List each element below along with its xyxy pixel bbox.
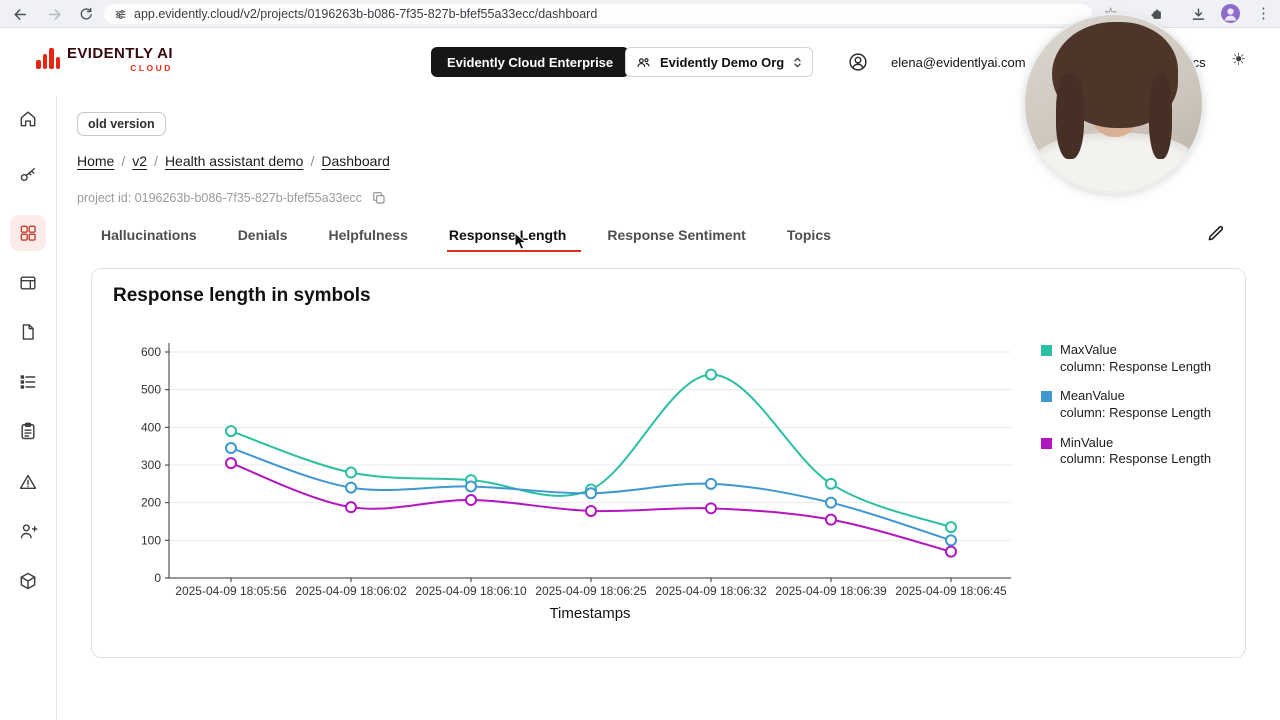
line-chart[interactable]: 0 100 200 300 400 500 600 2025-04-09 18:05:56 20…: [112, 329, 1032, 629]
sidebar-item-home[interactable]: [10, 101, 46, 137]
breadcrumb-v2[interactable]: v2: [132, 153, 148, 169]
webcam-person-hair: [1056, 73, 1084, 159]
sidebar-item-document[interactable]: [10, 314, 46, 350]
legend-label: MinValue column: Response Length: [1060, 434, 1212, 467]
svg-text:2025-04-09 18:06:32: 2025-04-09 18:06:32: [655, 584, 767, 598]
copy-icon[interactable]: [371, 189, 388, 206]
svg-text:Timestamps: Timestamps: [549, 605, 630, 622]
mouse-cursor-icon: [514, 232, 528, 252]
webcam-person-body: [1030, 133, 1197, 192]
legend-swatch: [1041, 391, 1052, 403]
svg-text:400: 400: [141, 420, 161, 434]
svg-text:500: 500: [141, 383, 161, 397]
theme-toggle-icon[interactable]: ☀: [1231, 50, 1247, 69]
breadcrumb-separator: /: [121, 153, 126, 169]
tab-hallucinations[interactable]: Hallucinations: [99, 218, 199, 252]
document-icon: [22, 324, 34, 340]
url-text[interactable]: app.evidently.cloud/v2/projects/0196263b…: [134, 7, 598, 21]
sidebar-item-alerts[interactable]: [10, 464, 46, 500]
svg-text:200: 200: [141, 496, 161, 510]
svg-text:300: 300: [141, 458, 161, 472]
logo-bars-icon: [36, 47, 60, 73]
project-id-text: project id: 0196263b-b086-7f35-827b-bfef…: [77, 190, 362, 205]
legend-label: MeanValue column: Response Length: [1060, 388, 1212, 420]
extensions-icon[interactable]: [1146, 4, 1166, 24]
legend-swatch: [1041, 345, 1052, 356]
tab-helpfulness[interactable]: Helpfulness: [327, 218, 410, 252]
tab-response-sentiment[interactable]: Response Sentiment: [605, 218, 747, 252]
download-icon[interactable]: [1188, 4, 1208, 24]
clipboard-icon: [21, 422, 35, 440]
browser-profile-avatar[interactable]: [1221, 4, 1240, 23]
enterprise-badge-button[interactable]: Evidently Cloud Enterprise: [431, 47, 630, 77]
breadcrumb-separator: /: [310, 153, 315, 169]
svg-text:2025-04-09 18:06:45: 2025-04-09 18:06:45: [895, 584, 1007, 598]
sidebar-item-keys[interactable]: [10, 157, 46, 193]
webcam-person-hair: [1149, 73, 1172, 159]
chart-card: Response length in symbols 0 100 200 300 400…: [91, 268, 1246, 658]
evidently-logo[interactable]: EVIDENTLY AI CLOUD: [36, 45, 173, 73]
legend-item[interactable]: MeanValue column: Response Length: [1041, 388, 1211, 421]
account-icon[interactable]: [847, 51, 869, 73]
breadcrumb-project[interactable]: Health assistant demo: [164, 153, 304, 169]
reload-icon[interactable]: [76, 4, 96, 24]
tab-denials[interactable]: Denials: [236, 218, 290, 252]
legend-swatch: [1041, 437, 1052, 449]
sidebar-item-list[interactable]: [10, 364, 46, 400]
org-name: Evidently Demo Org: [660, 54, 785, 70]
sidebar: [0, 96, 57, 720]
site-settings-icon[interactable]: [114, 8, 127, 21]
package-icon: [20, 572, 36, 590]
window-icon: [20, 276, 36, 290]
breadcrumb: Home / v2 / Health assistant demo / Dash…: [77, 153, 390, 169]
svg-text:600: 600: [141, 345, 161, 359]
sidebar-item-dashboard[interactable]: [10, 215, 46, 251]
home-icon: [20, 111, 36, 127]
edit-pencil-icon[interactable]: [1205, 222, 1227, 244]
breadcrumb-home[interactable]: Home: [77, 153, 115, 169]
svg-text:2025-04-09 18:06:10: 2025-04-09 18:06:10: [415, 584, 527, 598]
back-icon[interactable]: [10, 4, 30, 24]
org-group-icon: [635, 54, 652, 71]
sidebar-item-invite-user[interactable]: [10, 513, 46, 549]
address-bar[interactable]: app.evidently.cloud/v2/projects/0196263b…: [104, 4, 1092, 24]
chevron-up-down-icon: [792, 55, 803, 70]
breadcrumb-separator: /: [154, 153, 158, 169]
chart-legend: MaxValue column: Response Length MeanValue…: [1041, 342, 1211, 481]
main-content: old version Home / v2 / Health assistant…: [57, 96, 1280, 720]
breadcrumb-dashboard[interactable]: Dashboard: [321, 153, 390, 169]
legend-item[interactable]: MaxValue column: Response Length: [1041, 342, 1211, 375]
logo-subtitle: CLOUD: [130, 63, 173, 73]
key-icon: [20, 168, 35, 182]
user-plus-icon: [20, 524, 38, 539]
chart-title: Response length in symbols: [113, 285, 371, 306]
tab-response-length[interactable]: Response Length: [446, 218, 582, 252]
forward-icon[interactable]: [44, 4, 64, 24]
legend-label: MaxValue column: Response Length: [1060, 342, 1212, 374]
webcam-overlay: [1025, 15, 1202, 192]
tab-bar: Hallucinations Denials Helpfulness Respo…: [99, 218, 833, 252]
sidebar-item-clipboard[interactable]: [10, 413, 46, 449]
browser-bar: app.evidently.cloud/v2/projects/0196263b…: [0, 0, 1280, 28]
list-icon: [20, 375, 36, 389]
svg-text:2025-04-09 18:06:39: 2025-04-09 18:06:39: [775, 584, 887, 598]
legend-item[interactable]: MinValue column: Response Length: [1041, 435, 1211, 468]
svg-text:0: 0: [154, 571, 161, 585]
svg-text:2025-04-09 18:06:25: 2025-04-09 18:06:25: [535, 584, 647, 598]
logo-title: EVIDENTLY AI: [67, 45, 173, 62]
project-id-row: project id: 0196263b-b086-7f35-827b-bfef…: [77, 189, 388, 206]
svg-text:2025-04-09 18:05:56: 2025-04-09 18:05:56: [175, 584, 287, 598]
tab-topics[interactable]: Topics: [785, 218, 833, 252]
user-email: elena@evidentlyai.com: [891, 55, 1026, 70]
dashboard-grid-icon: [20, 225, 36, 241]
svg-text:2025-04-09 18:06:02: 2025-04-09 18:06:02: [295, 584, 407, 598]
svg-text:100: 100: [141, 533, 161, 547]
old-version-chip[interactable]: old version: [77, 112, 166, 136]
browser-menu-icon[interactable]: ⋮: [1256, 3, 1271, 25]
sidebar-item-package[interactable]: [10, 563, 46, 599]
org-selector[interactable]: Evidently Demo Org: [625, 47, 813, 77]
sidebar-item-window[interactable]: [10, 265, 46, 301]
alert-triangle-icon: [19, 474, 37, 490]
